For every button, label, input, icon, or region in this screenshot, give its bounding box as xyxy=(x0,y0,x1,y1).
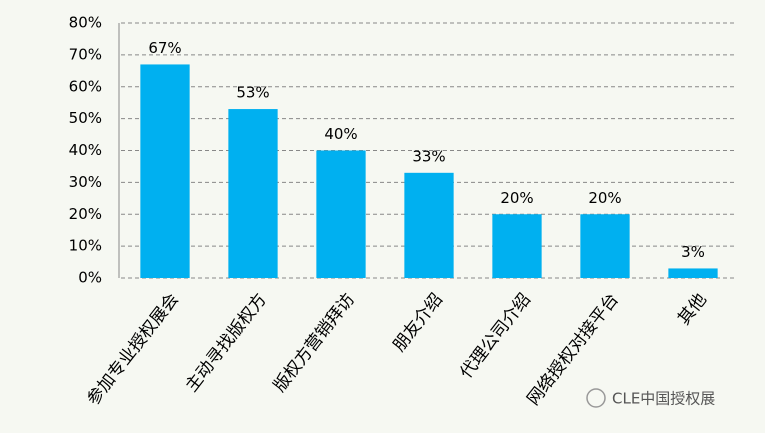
x-tick-label: 朋友介绍 xyxy=(389,290,447,356)
value-label: 3% xyxy=(681,243,705,261)
value-label: 20% xyxy=(500,189,533,207)
x-tick-label: 版权方营销拜访 xyxy=(270,290,359,396)
value-label: 20% xyxy=(588,189,621,207)
watermark-icon xyxy=(586,388,606,408)
y-tick-label: 40% xyxy=(69,141,102,159)
value-label: 67% xyxy=(148,39,181,57)
y-tick-label: 50% xyxy=(69,109,102,127)
bar xyxy=(492,214,542,278)
watermark: CLE中国授权展 xyxy=(586,388,715,408)
x-tick-label: 主动寻找版权方 xyxy=(182,290,271,396)
x-tick-label: 网络授权对接平台 xyxy=(523,290,622,409)
x-tick-label: 参加专业授权展会 xyxy=(83,290,182,409)
bar xyxy=(404,172,454,278)
y-tick-label: 70% xyxy=(69,45,102,63)
y-tick-label: 80% xyxy=(69,14,102,32)
bar xyxy=(228,109,278,278)
bar xyxy=(140,64,190,278)
y-tick-label: 10% xyxy=(69,237,102,255)
y-tick-label: 30% xyxy=(69,173,102,191)
value-label: 53% xyxy=(236,84,269,102)
watermark-text: CLE中国授权展 xyxy=(612,390,715,408)
value-label: 40% xyxy=(324,125,357,143)
bar xyxy=(316,150,366,278)
x-tick-label: 代理公司介绍 xyxy=(456,290,535,383)
bar xyxy=(668,268,718,278)
y-tick-label: 0% xyxy=(78,269,102,287)
y-tick-label: 20% xyxy=(69,205,102,223)
bar xyxy=(580,214,630,278)
x-tick-label: 其他 xyxy=(674,290,711,329)
y-tick-label: 60% xyxy=(69,77,102,95)
value-label: 33% xyxy=(412,147,445,165)
